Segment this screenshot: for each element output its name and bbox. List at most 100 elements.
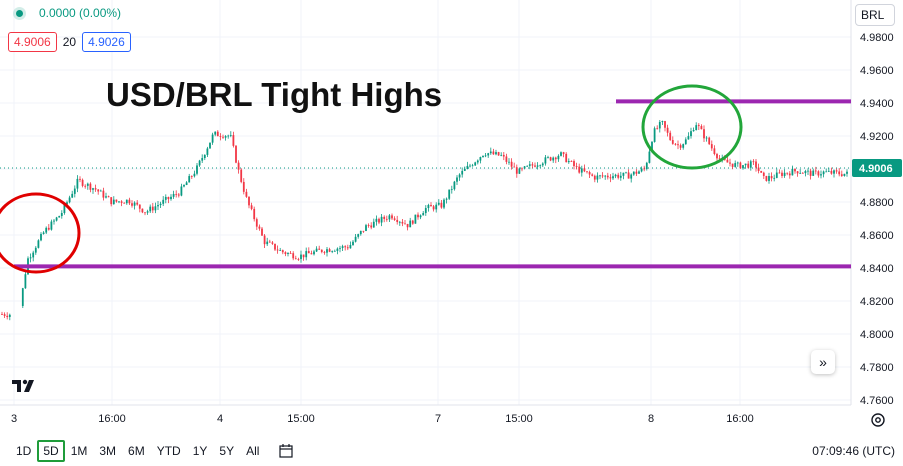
candle-body <box>47 227 50 230</box>
x-tick-label: 3 <box>11 413 17 425</box>
timeframe-5d[interactable]: 5D <box>37 440 65 462</box>
candle-body <box>94 188 97 190</box>
candle-body <box>401 221 404 224</box>
candle-body <box>531 164 534 166</box>
candle-body <box>81 179 84 186</box>
y-tick-label: 4.7600 <box>860 395 894 407</box>
timeframe-all[interactable]: All <box>246 444 260 458</box>
candle-body <box>731 163 734 167</box>
candle-body <box>157 205 159 207</box>
timeframe-1y[interactable]: 1Y <box>192 444 208 458</box>
candle-body <box>801 172 804 174</box>
candle-body <box>648 151 651 163</box>
candle-body <box>396 219 399 223</box>
candle-body <box>63 204 66 213</box>
candle-body <box>518 168 521 174</box>
candle-body <box>804 171 807 174</box>
candle-body <box>89 183 92 190</box>
candle-body <box>697 125 700 127</box>
ask-price[interactable]: 4.9026 <box>82 32 131 52</box>
gear-icon[interactable] <box>869 411 887 429</box>
timeframe-ytd[interactable]: YTD <box>156 444 181 458</box>
candle-body <box>513 166 516 168</box>
candle-body <box>136 202 139 205</box>
chart-area[interactable]: 4.98004.96004.94004.92004.90004.88004.86… <box>0 0 903 436</box>
candle-body <box>188 176 191 183</box>
candle-body <box>250 205 253 209</box>
candle-body <box>599 175 601 177</box>
candle-body <box>102 190 105 198</box>
candle-body <box>383 216 386 219</box>
candle-body <box>427 204 430 209</box>
candle-body <box>820 174 822 176</box>
candle-body <box>474 162 477 166</box>
candle-body <box>500 154 503 156</box>
candle-body <box>749 161 752 168</box>
candle-body <box>762 172 765 176</box>
calendar-range-icon[interactable] <box>279 443 295 459</box>
candle-body <box>606 175 609 178</box>
candle-body <box>180 186 183 196</box>
timeframe-1d[interactable]: 1D <box>16 444 32 458</box>
candle-body <box>323 251 326 253</box>
candle-body <box>601 175 604 177</box>
candle-body <box>227 135 230 137</box>
candle-body <box>755 161 757 168</box>
clock-readout[interactable]: 07:09:46 (UTC) <box>812 444 895 458</box>
candle-body <box>456 177 458 182</box>
candle-body <box>341 246 344 248</box>
candle-body <box>235 145 237 163</box>
tradingview-logo-icon <box>12 376 38 397</box>
candle-body <box>752 161 755 163</box>
candle-body <box>6 315 9 317</box>
last-price-label: 4.9006 <box>859 163 893 175</box>
candle-body <box>575 166 578 167</box>
candle-body <box>809 170 812 176</box>
candle-body <box>414 214 417 224</box>
candle-body <box>336 248 339 251</box>
candle-body <box>424 208 427 214</box>
candle-body <box>149 206 152 212</box>
candle-body <box>492 151 495 155</box>
candle-body <box>92 188 94 190</box>
timeframe-1m[interactable]: 1M <box>70 444 88 458</box>
candle-body <box>739 162 742 169</box>
candle-body <box>177 194 180 196</box>
candle-body <box>40 233 42 241</box>
candle-body <box>495 152 497 155</box>
timeframe-3m[interactable]: 3M <box>99 444 117 458</box>
candle-body <box>807 170 809 172</box>
candle-body <box>716 153 718 159</box>
x-tick-label: 16:00 <box>726 413 754 425</box>
candle-body <box>609 177 612 179</box>
candle-body <box>125 199 128 204</box>
candle-body <box>510 161 513 167</box>
bid-price[interactable]: 4.9006 <box>8 32 57 52</box>
candle-body <box>287 253 289 254</box>
candle-body <box>261 228 263 236</box>
candle-body <box>196 165 198 174</box>
candle-body <box>214 131 217 135</box>
candle-body <box>419 215 422 218</box>
timeframe-5y[interactable]: 5Y <box>219 444 235 458</box>
candle-body <box>380 216 383 223</box>
candle-body <box>385 218 388 220</box>
candle-body <box>8 314 11 317</box>
candle-body <box>302 254 305 258</box>
candle-body <box>687 136 690 140</box>
candle-body <box>523 166 526 169</box>
candle-body <box>674 143 677 145</box>
candle-body <box>690 131 692 137</box>
candle-body <box>232 135 235 146</box>
timeframe-6m[interactable]: 6M <box>128 444 145 458</box>
currency-button[interactable]: BRL <box>855 4 895 26</box>
candle-body <box>411 220 414 224</box>
candle-body <box>167 196 170 200</box>
candle-body <box>229 135 232 136</box>
candle-body <box>783 172 786 176</box>
candle-body <box>770 176 773 179</box>
candle-body <box>68 197 71 203</box>
candle-body <box>658 122 661 129</box>
scroll-right-button[interactable]: » <box>811 350 835 374</box>
candle-body <box>318 248 321 250</box>
